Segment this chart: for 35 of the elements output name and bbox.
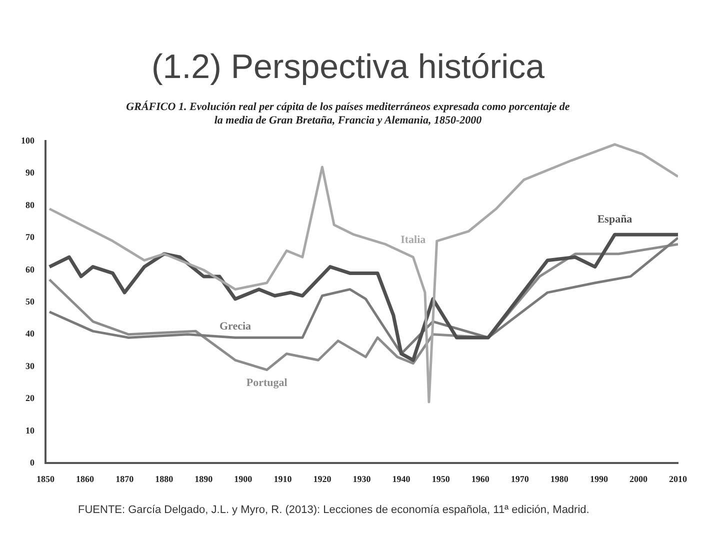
y-tick-label: 0: [30, 458, 35, 468]
x-tick-label: 1980: [550, 474, 569, 484]
x-tick-label: 1960: [471, 474, 490, 484]
chart-title: (1.2) Perspectiva histórica: [151, 48, 545, 86]
x-tick-label: 1850: [36, 474, 55, 484]
y-tick-label: 80: [26, 200, 35, 210]
y-tick-label: 50: [26, 296, 35, 307]
series-label: Grecia: [219, 320, 252, 333]
x-tick-label: 1990: [590, 474, 608, 484]
y-tick-label: 60: [26, 264, 35, 274]
x-tick-label: 1910: [274, 474, 292, 484]
y-tick-label: 100: [21, 136, 35, 146]
x-tick-label: 1900: [234, 474, 253, 484]
y-tick-label: 40: [26, 328, 35, 339]
x-tick-label: 1950: [432, 474, 450, 484]
y-tick-label: 30: [26, 360, 35, 371]
series-label: Italia: [400, 234, 426, 246]
x-tick-label: 1880: [155, 474, 174, 484]
series-label: Portugal: [246, 376, 288, 389]
x-tick-label: 1970: [510, 474, 530, 484]
y-tick-label: 70: [26, 232, 35, 242]
x-tick-label: 1860: [76, 474, 95, 484]
x-tick-label: 1920: [313, 474, 332, 484]
y-tick-label: 20: [26, 393, 35, 404]
x-tick-label: 1940: [392, 474, 411, 484]
x-tick-label: 1930: [352, 474, 372, 484]
source-note: FUENTE: García Delgado, J.L. y Myro, R. (2013): Lecciones de economía española, 11ª edición, Madrid.: [78, 504, 590, 516]
x-tick-label: 1870: [116, 474, 134, 484]
x-tick-label: 2010: [669, 474, 688, 484]
y-tick-label: 90: [26, 168, 35, 178]
chart-subtitle: GRÁFICO 1. Evolución real per cápita de los países mediterráneos expresada como porcentaje de la media de Gran Bretaña, Francia y Alemania, 1850-2000: [126, 100, 570, 126]
x-tick-label: 2000: [629, 474, 648, 484]
y-tick-label: 10: [26, 425, 35, 436]
x-tick-label: 1890: [194, 474, 214, 484]
series-label: España: [597, 214, 633, 226]
